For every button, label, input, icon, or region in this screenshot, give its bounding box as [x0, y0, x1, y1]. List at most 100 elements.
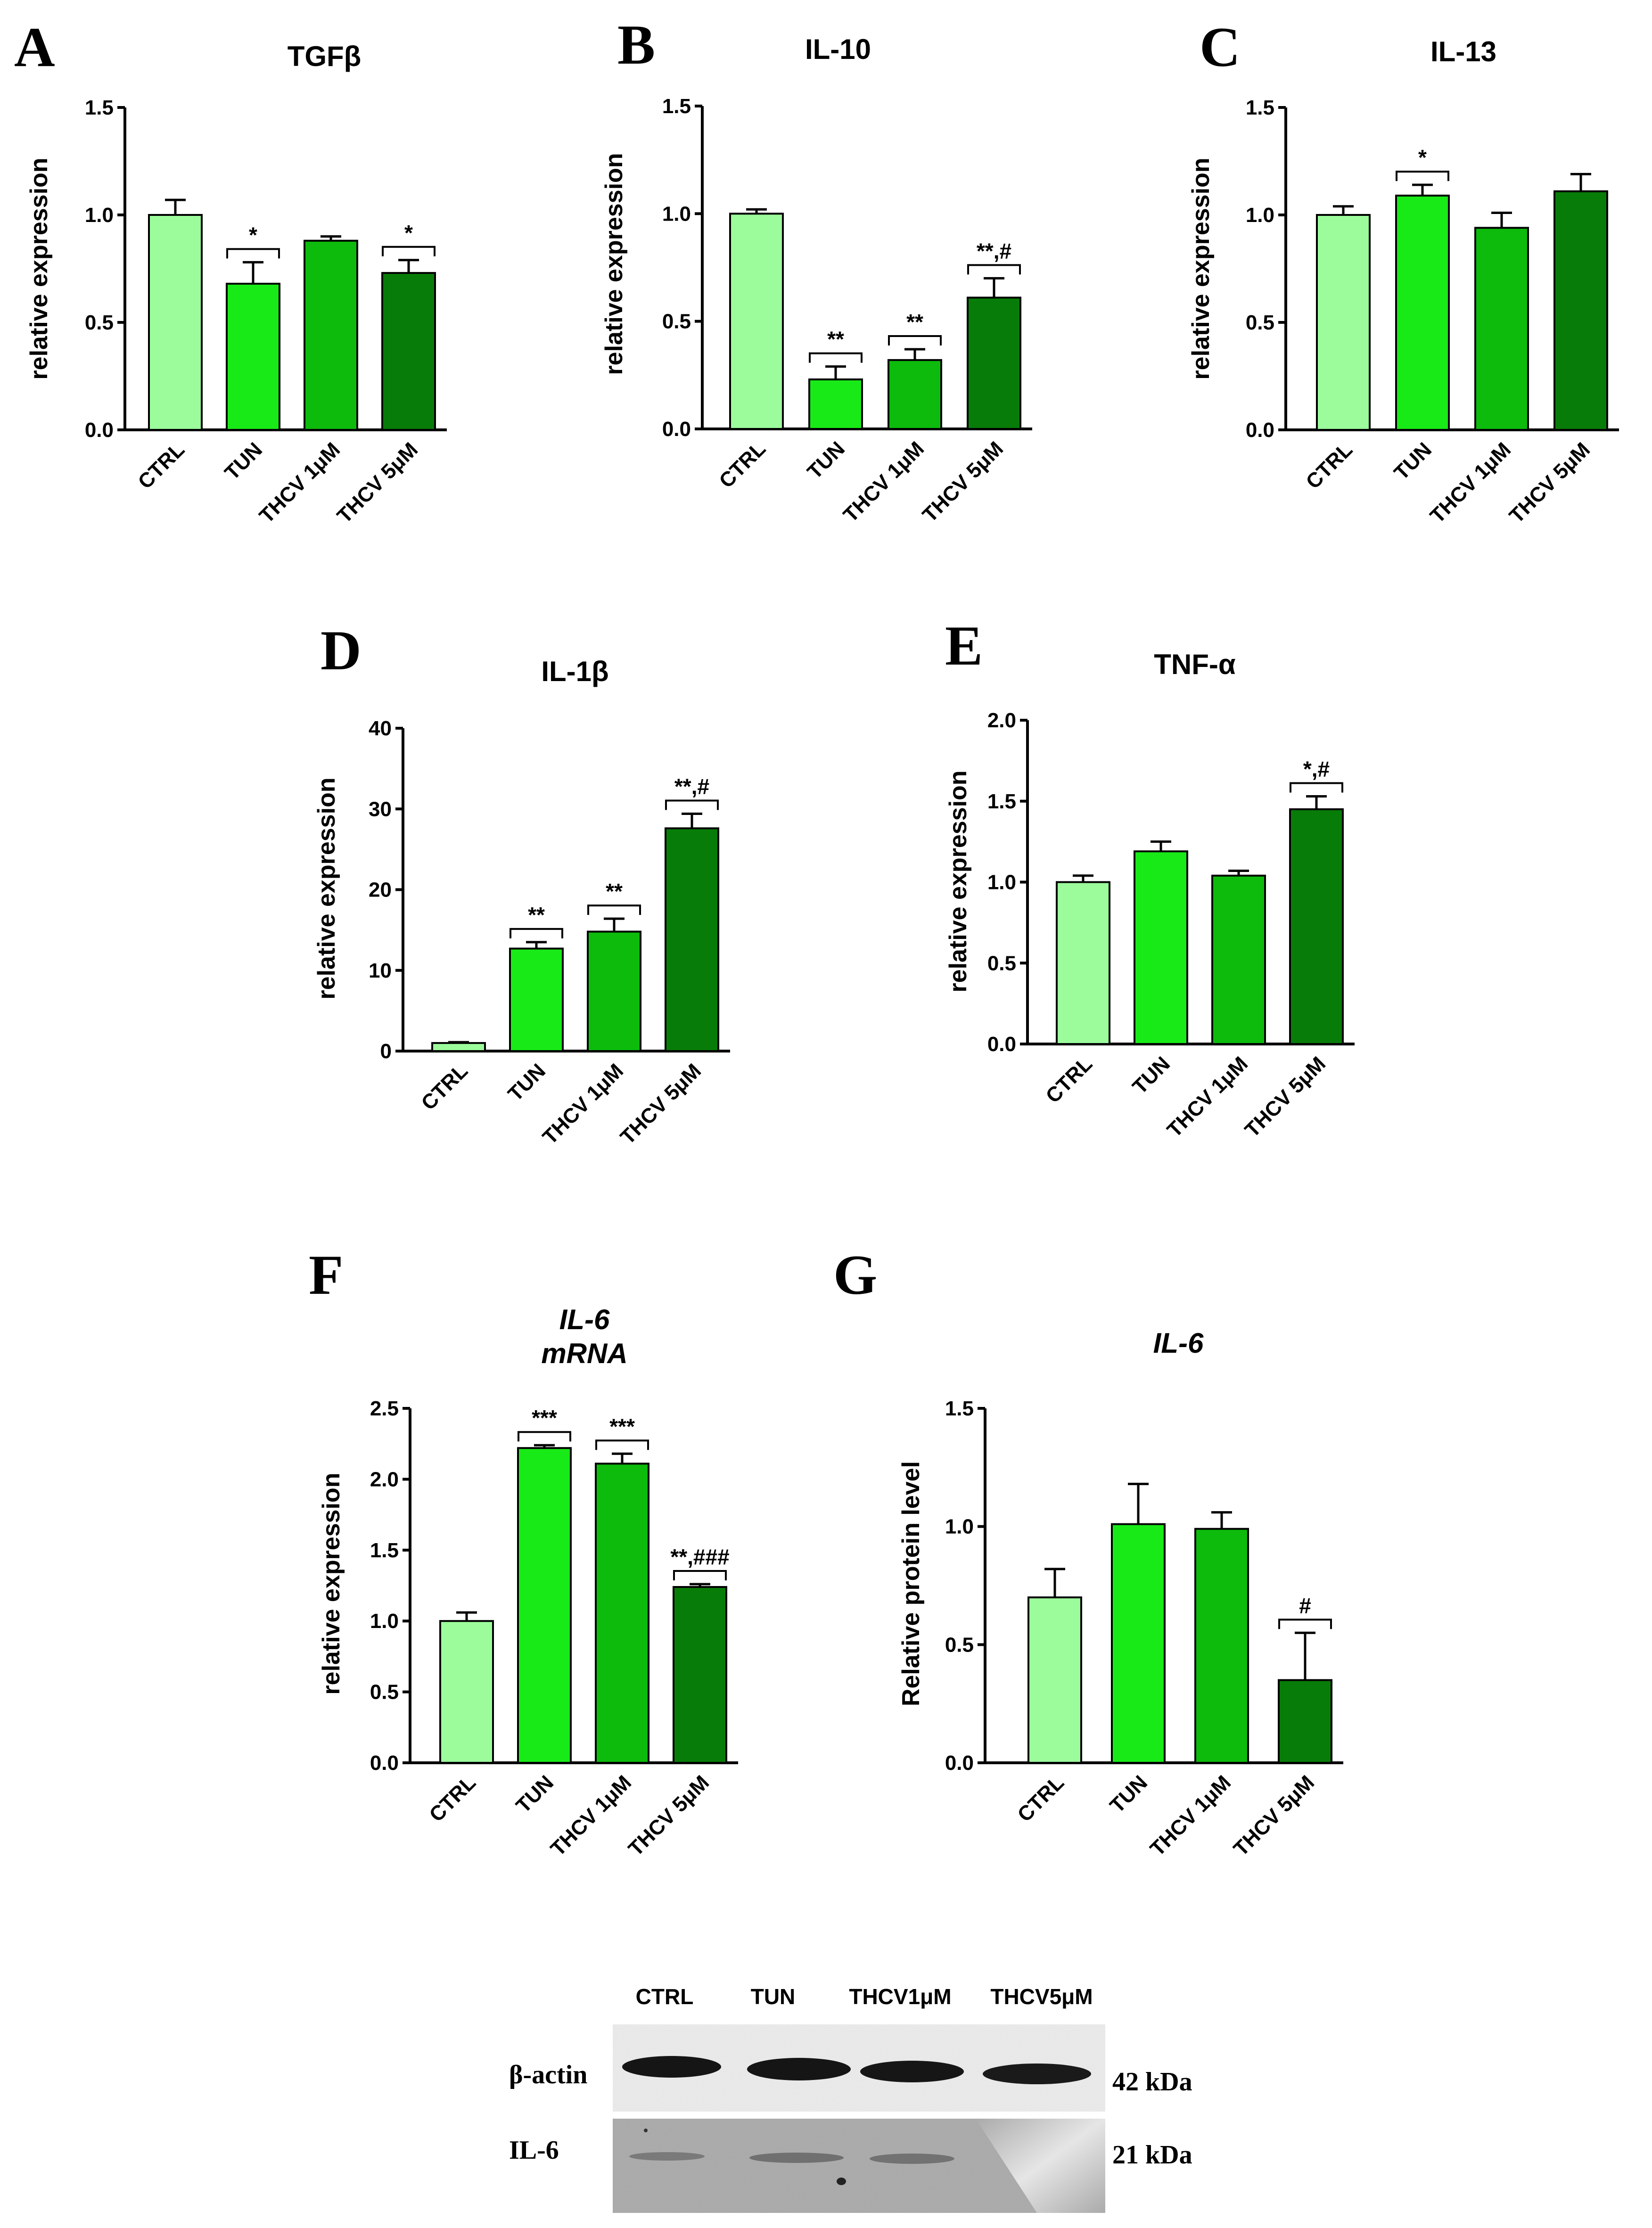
bar [1474, 227, 1529, 431]
y-tick-label: 2.0 [370, 1468, 399, 1491]
chart-panel-d: D IL-1β relative expression 0 10 20 30 40 CTRL TU… [313, 619, 730, 1149]
x-tick-label: THCV 5μM [1241, 1052, 1330, 1142]
x-tick-label: CTRL [1301, 438, 1357, 493]
charts-layer: A TGFβ relative expression 0.0 0.5 1.0 1.5 CTRL… [14, 13, 1619, 1861]
y-axis-label: relative expression [600, 153, 628, 375]
bar [587, 930, 641, 1052]
significance-bracket [888, 335, 942, 346]
x-tick-label: TUN [503, 1059, 550, 1106]
y-tick-label: 0.0 [1246, 419, 1274, 442]
significance-label: *** [609, 1414, 635, 1439]
x-tick-label: THCV 5μM [624, 1771, 714, 1860]
y-tick-label: 40 [369, 717, 392, 740]
x-tick-label: THCV 1μM [1426, 438, 1515, 527]
il6-band [837, 2178, 846, 2185]
x-tick-label: THCV 5μM [1505, 438, 1594, 527]
panel-letter: E [945, 614, 983, 677]
x-tick-label: CTRL [1013, 1771, 1068, 1826]
chart-title: TGFβ [288, 41, 362, 72]
significance-label: * [249, 222, 257, 247]
significance-label: *** [532, 1406, 557, 1430]
x-tick-label: THCV 1μM [546, 1771, 636, 1860]
actin-band [983, 2064, 1091, 2084]
y-axis-label: Relative protein level [897, 1461, 925, 1706]
x-tick-label: TUN [220, 438, 267, 485]
y-tick-label: 0.0 [987, 1033, 1016, 1056]
y-tick-label: 1.0 [85, 204, 114, 227]
panel-letter: A [14, 16, 55, 78]
y-tick-label: 1.0 [662, 202, 691, 225]
y-tick-label: 0.5 [370, 1681, 399, 1704]
bar [431, 1042, 486, 1052]
bar [381, 272, 436, 431]
y-tick-label: 0.5 [987, 952, 1016, 975]
y-tick-label: 1.0 [370, 1610, 399, 1633]
x-tick-label: TUN [1128, 1052, 1175, 1099]
x-tick-label: THCV 5μM [1229, 1771, 1319, 1860]
chart-panel-g: G IL-6 Relative protein level 0.0 0.5 1.0 1.5 C… [833, 1243, 1343, 1861]
x-tick-label: CTRL [715, 437, 770, 493]
x-tick-label: THCV 5μM [918, 437, 1008, 526]
il6-band [870, 2154, 954, 2164]
y-tick-label: 0.0 [85, 419, 114, 442]
actin-band [747, 2058, 851, 2080]
bar [665, 827, 719, 1052]
y-tick-label: 0.0 [662, 418, 691, 441]
significance-bracket [226, 248, 280, 259]
blot-row-label: IL-6 [509, 2136, 559, 2165]
blot-lane-label: THCV1μM [849, 1984, 951, 2009]
bar [1027, 1596, 1082, 1764]
x-tick-label: CTRL [1041, 1052, 1097, 1108]
bar [1316, 214, 1371, 431]
bar [729, 213, 784, 430]
panel-letter: C [1200, 16, 1241, 78]
blot-glare [976, 2119, 1105, 2213]
y-tick-label: 0 [380, 1040, 392, 1063]
bar [1278, 1679, 1332, 1764]
significance-label: *,# [1303, 756, 1330, 781]
panel-letter: B [617, 13, 655, 76]
x-tick-label: CTRL [417, 1059, 472, 1115]
significance-label: **,# [674, 774, 709, 799]
bar [1056, 881, 1110, 1045]
bar [888, 359, 942, 430]
significance-label: **,# [977, 238, 1011, 263]
y-tick-label: 2.0 [987, 709, 1016, 732]
blot-lane-label: CTRL [636, 1984, 694, 2009]
bar [673, 1586, 727, 1764]
y-tick-label: 0.0 [370, 1751, 399, 1775]
bar [1395, 194, 1450, 431]
actin-band [860, 2061, 964, 2082]
x-tick-label: TUN [511, 1771, 558, 1817]
significance-bracket [1278, 1619, 1332, 1629]
bar [439, 1620, 494, 1764]
il6-band [629, 2152, 705, 2161]
significance-bracket [382, 246, 436, 256]
bar [1194, 1528, 1249, 1764]
y-tick-label: 0.5 [662, 310, 691, 333]
significance-bracket [587, 904, 641, 915]
significance-bracket [518, 1431, 571, 1442]
blot-speck [644, 2129, 648, 2132]
panel-letter: D [321, 619, 362, 682]
bar [509, 947, 564, 1052]
x-tick-label: THCV 1μM [1163, 1052, 1252, 1142]
x-tick-label: THCV 1μM [839, 437, 929, 526]
chart-title: IL-13 [1430, 36, 1496, 67]
y-tick-label: 1.5 [85, 96, 114, 119]
bar [1289, 808, 1344, 1045]
chart-subtitle: mRNA [541, 1338, 627, 1369]
significance-bracket [1290, 782, 1343, 793]
y-tick-label: 1.5 [370, 1539, 399, 1562]
y-axis-label: relative expression [313, 777, 340, 999]
x-tick-label: THCV 1μM [1146, 1771, 1235, 1860]
x-tick-label: THCV 1μM [538, 1059, 628, 1149]
y-tick-label: 30 [369, 797, 392, 821]
bar [1553, 190, 1608, 431]
x-tick-label: THCV 5μM [333, 438, 422, 527]
y-tick-label: 1.5 [945, 1397, 974, 1420]
y-tick-label: 20 [369, 879, 392, 902]
significance-bracket [967, 264, 1021, 275]
bar [1111, 1523, 1166, 1764]
